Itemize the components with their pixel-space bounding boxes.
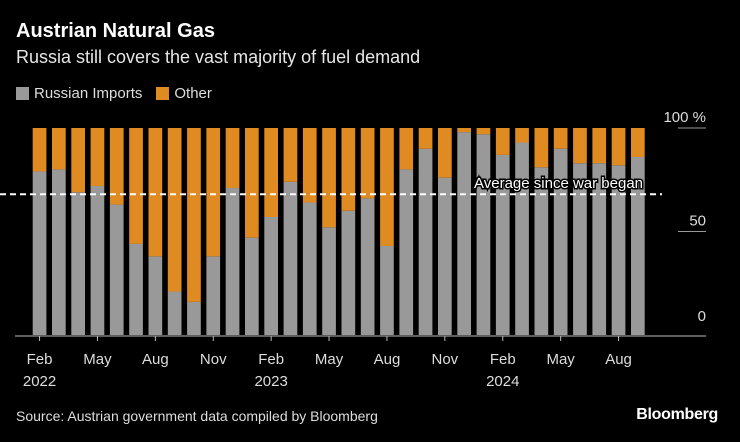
bar-russian-imports: [322, 227, 336, 335]
bar-russian-imports: [553, 148, 568, 335]
bar-russian-imports: [631, 156, 645, 335]
bar-russian-imports: [515, 142, 529, 335]
bar-russian-imports: [206, 256, 221, 335]
bar-other: [631, 128, 645, 157]
bar-other: [341, 128, 356, 211]
bar-russian-imports: [476, 134, 491, 335]
bar-other: [553, 128, 568, 149]
x-tick-label: Nov: [432, 351, 459, 368]
bar-other: [380, 128, 394, 246]
bar-other: [32, 128, 47, 172]
bar-other: [225, 128, 240, 189]
x-tick-label: Feb: [490, 351, 516, 368]
x-tick-label: May: [546, 351, 575, 368]
bar-other: [573, 128, 587, 164]
bar-other: [457, 128, 471, 133]
bar-russian-imports: [534, 167, 549, 335]
x-tick-label: Aug: [142, 351, 169, 368]
y-tick-label: 100 %: [663, 109, 706, 126]
bar-other: [264, 128, 278, 218]
bar-other: [399, 128, 414, 170]
bar-russian-imports: [360, 198, 375, 335]
bar-russian-imports: [71, 192, 85, 335]
legend-item-russian: Russian Imports: [16, 85, 142, 102]
bar-russian-imports: [52, 169, 66, 335]
bar-russian-imports: [167, 291, 182, 335]
bar-russian-imports: [438, 177, 452, 335]
bar-other: [302, 128, 317, 203]
legend: Russian Imports Other: [16, 85, 212, 102]
x-tick-label: Aug: [374, 351, 401, 368]
average-reference-label: Average since war began: [474, 175, 643, 192]
bloomberg-logo: Bloomberg: [636, 406, 718, 423]
bar-russian-imports: [302, 202, 317, 335]
bar-russian-imports: [32, 171, 47, 335]
bar-russian-imports: [380, 245, 394, 335]
bar-russian-imports: [109, 204, 124, 335]
bar-other: [283, 128, 298, 182]
bar-other: [322, 128, 336, 228]
bar-russian-imports: [225, 188, 240, 335]
bar-other: [360, 128, 375, 199]
bar-other: [534, 128, 549, 168]
x-tick-year: 2022: [23, 373, 56, 390]
bar-other: [495, 128, 510, 155]
legend-swatch-other: [156, 87, 170, 100]
y-tick-label: 50: [689, 213, 706, 230]
x-tick-label: Feb: [27, 351, 53, 368]
bar-other: [148, 128, 163, 257]
chart-title: Austrian Natural Gas: [16, 20, 215, 42]
x-tick-label: May: [83, 351, 112, 368]
bar-other: [90, 128, 105, 186]
legend-label-other: Other: [174, 85, 212, 102]
bar-russian-imports: [611, 165, 626, 335]
bar-russian-imports: [90, 185, 105, 335]
bar-other: [129, 128, 143, 244]
x-tick-year: 2024: [486, 373, 519, 390]
x-tick-label: Nov: [200, 351, 227, 368]
bar-other: [187, 128, 201, 302]
bar-russian-imports: [418, 148, 433, 335]
bar-russian-imports: [399, 169, 414, 335]
bar-russian-imports: [245, 237, 259, 335]
bar-russian-imports: [187, 301, 201, 335]
y-tick-label: 0: [698, 308, 706, 325]
bar-other: [438, 128, 452, 178]
legend-label-russian: Russian Imports: [34, 85, 143, 102]
bar-russian-imports: [592, 163, 607, 335]
x-tick-label: Aug: [605, 351, 632, 368]
x-tick-label: Feb: [258, 351, 284, 368]
x-tick-year: 2023: [254, 373, 287, 390]
bar-other: [245, 128, 259, 238]
bar-russian-imports: [148, 256, 163, 335]
bar-other: [592, 128, 607, 164]
legend-item-other: Other: [156, 85, 212, 102]
bar-russian-imports: [341, 210, 356, 335]
chart-subtitle: Russia still covers the vast majority of…: [16, 47, 421, 67]
bar-russian-imports: [283, 181, 298, 335]
bar-other: [611, 128, 626, 166]
bar-russian-imports: [495, 154, 510, 335]
bar-other: [418, 128, 433, 149]
bar-other: [206, 128, 221, 257]
source-note: Source: Austrian government data compile…: [16, 408, 378, 424]
bar-other: [109, 128, 124, 205]
x-tick-label: May: [315, 351, 344, 368]
bar-other: [52, 128, 66, 170]
bar-other: [476, 128, 491, 135]
bar-other: [167, 128, 182, 292]
bar-russian-imports: [573, 163, 587, 335]
bar-russian-imports: [457, 132, 471, 335]
bar-russian-imports: [264, 217, 278, 335]
bar-other: [515, 128, 529, 143]
legend-swatch-russian: [16, 87, 29, 100]
bar-russian-imports: [129, 243, 143, 335]
bar-other: [71, 128, 85, 193]
